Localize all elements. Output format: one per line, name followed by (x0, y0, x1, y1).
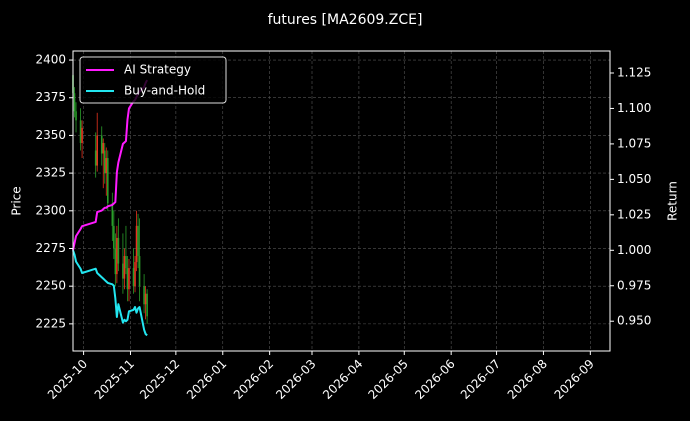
candle-body (73, 93, 76, 112)
y2-tick-label: 1.100 (617, 101, 651, 115)
candle-body (96, 135, 99, 166)
chart-title: futures [MA2609.ZCE] (268, 12, 423, 28)
y-tick-label: 2300 (35, 203, 66, 217)
candle-body (102, 142, 105, 154)
y-tick-label: 2400 (35, 53, 66, 67)
candle-body (106, 158, 109, 204)
legend-label: AI Strategy (124, 63, 191, 77)
candle-body (138, 256, 141, 287)
y-axis-label: Price (10, 186, 24, 215)
return-line (72, 249, 148, 337)
candle-body (114, 248, 117, 275)
y-tick-label: 2325 (35, 166, 66, 180)
candle-body (113, 225, 115, 249)
candle-body (123, 256, 126, 279)
plot-area (72, 67, 149, 337)
candle-body (94, 150, 97, 166)
y2-tick-label: 1.050 (617, 172, 651, 186)
candle-body (81, 127, 83, 143)
candle-body (117, 237, 120, 264)
candle-body (79, 120, 82, 143)
candle-body (146, 293, 148, 317)
legend-box (79, 56, 227, 104)
y-tick-label: 2375 (35, 90, 66, 104)
candle-body (135, 225, 138, 263)
candle-body (143, 286, 145, 305)
plot-frame (72, 50, 611, 352)
legend: AI Strategy Buy-and-Hold (79, 56, 227, 104)
y2-tick-label: 1.125 (617, 65, 651, 79)
y2-tick-label: 1.075 (617, 136, 651, 150)
legend-label: Buy-and-Hold (124, 84, 205, 98)
candle-body (137, 225, 139, 257)
candle-body (105, 158, 108, 174)
y-tick-label: 2350 (35, 128, 66, 142)
y2-tick-label: 0.950 (617, 314, 651, 328)
candle-body (128, 268, 130, 290)
candle-body (126, 268, 129, 290)
candle-body (103, 150, 106, 174)
y-tick-label: 2275 (35, 241, 66, 255)
candle-body (125, 256, 127, 269)
candle-body (132, 268, 135, 287)
y-tick-label: 2250 (35, 279, 66, 293)
y2-axis-label: Return (666, 181, 680, 221)
candle-body (144, 293, 147, 305)
y2-tick-label: 0.975 (617, 278, 651, 292)
candle-body (100, 135, 103, 154)
y2-tick-label: 1.000 (617, 243, 651, 257)
y2-tick-label: 1.025 (617, 207, 651, 221)
candle-body (111, 203, 114, 226)
candle-body (134, 262, 136, 287)
candle-body (122, 263, 124, 279)
y-tick-label: 2225 (35, 316, 66, 330)
candle-body (116, 237, 118, 275)
candle-body (75, 111, 77, 121)
